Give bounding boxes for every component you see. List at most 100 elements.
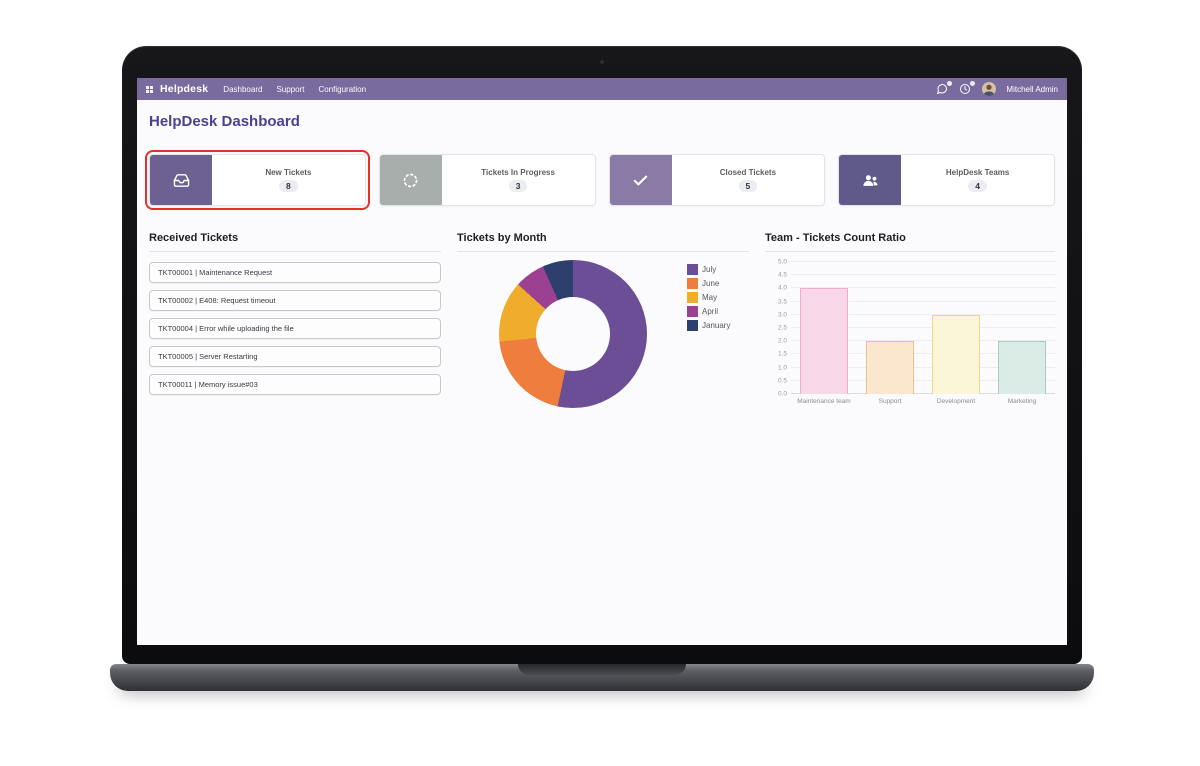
gridline [791, 261, 1055, 262]
main-menu: Dashboard Support Configuration [223, 85, 366, 94]
kpi-value: 3 [508, 180, 528, 192]
ticket-item[interactable]: TKT00005 | Server Restarting [149, 346, 441, 367]
laptop-notch [518, 664, 686, 675]
legend-label: May [702, 293, 718, 302]
systray: Mitchell Admin [936, 80, 1058, 96]
nav-configuration[interactable]: Configuration [318, 84, 367, 94]
y-tick-label: 3.0 [777, 311, 787, 319]
section-title: Received Tickets [149, 232, 441, 252]
y-tick-label: 5.0 [777, 258, 787, 266]
kpi-label: HelpDesk Teams [945, 168, 1010, 177]
legend-item[interactable]: July [687, 264, 730, 275]
kpi-card-helpdesk-teams[interactable]: HelpDesk Teams 4 [838, 154, 1055, 206]
kpi-card-body: HelpDesk Teams 4 [901, 155, 1054, 205]
gridline [791, 366, 1055, 368]
x-category-label: Marketing [1007, 398, 1037, 405]
ticket-item[interactable]: TKT00001 | Maintenance Request [149, 262, 441, 283]
gridline [791, 287, 1055, 289]
kpi-card-body: New Tickets 8 [212, 155, 365, 205]
app-brand[interactable]: Helpdesk [160, 83, 209, 95]
x-category-label: Support [878, 398, 902, 405]
y-tick-label: 4.5 [777, 271, 787, 279]
user-name[interactable]: Mitchell Admin [1006, 84, 1058, 94]
spinner-icon [379, 155, 442, 205]
kpi-value: 4 [968, 180, 987, 192]
nav-dashboard[interactable]: Dashboard [223, 84, 263, 94]
kpi-value: 8 [279, 180, 298, 192]
user-avatar[interactable] [982, 82, 997, 96]
check-icon [609, 155, 672, 205]
legend-item[interactable]: May [687, 292, 730, 303]
laptop-base [110, 664, 1094, 691]
team-ratio-section: Team - Tickets Count Ratio 0.0 0.5 1.0 1.5 2… [765, 232, 1055, 408]
kpi-card-in-progress[interactable]: Tickets In Progress 3 [378, 154, 596, 206]
legend-item[interactable]: June [687, 278, 730, 289]
top-navbar: Helpdesk Dashboard Support Configuration [137, 78, 1067, 100]
y-tick-label: 2.0 [777, 337, 787, 345]
webcam-dot [600, 60, 604, 64]
gridline [791, 300, 1055, 302]
bar-cell [791, 262, 857, 394]
kpi-card-body: Tickets In Progress 3 [442, 155, 595, 205]
kpi-label: Closed Tickets [719, 168, 777, 177]
legend-swatch [687, 320, 698, 331]
legend-label: July [702, 265, 717, 274]
apps-menu-icon[interactable] [146, 85, 153, 93]
kpi-card-closed-tickets[interactable]: Closed Tickets 5 [608, 154, 826, 206]
gridline [791, 393, 1055, 394]
bar-maintenance-team [799, 288, 849, 394]
legend-swatch [687, 264, 698, 275]
received-tickets-section: Received Tickets TKT00001 | Maintenance … [149, 232, 441, 408]
users-icon [839, 155, 902, 205]
legend-label: January [702, 321, 731, 330]
y-tick-label: 0.5 [777, 377, 787, 385]
kpi-card-body: Closed Tickets 5 [672, 155, 825, 205]
legend-swatch [687, 278, 698, 289]
gridline [791, 353, 1055, 355]
legend-label: June [702, 279, 720, 288]
bar-cell [857, 262, 923, 394]
activities-icon[interactable] [959, 80, 976, 96]
legend-item[interactable]: April [687, 306, 730, 317]
ticket-item[interactable]: TKT00004 | Error while uploading the fil… [149, 318, 441, 339]
bar-cell [989, 262, 1055, 394]
y-tick-label: 1.5 [777, 350, 787, 358]
page-title: HelpDesk Dashboard [149, 113, 300, 130]
ticket-item[interactable]: TKT00011 | Memory issue#03 [149, 374, 441, 395]
donut-legend: July June May April January [687, 264, 730, 408]
bar-development [931, 314, 981, 394]
legend-swatch [687, 306, 698, 317]
legend-item[interactable]: January [687, 320, 730, 331]
x-category-label: Maintenance team [797, 398, 851, 405]
bar-plot-area: 0.0 0.5 1.0 1.5 2.0 2.5 3.0 3.5 4.0 4.5 5.0 [778, 259, 1055, 398]
gridline [791, 340, 1055, 342]
y-tick-label: 4.0 [777, 284, 787, 292]
legend-swatch [687, 292, 698, 303]
kpi-card-new-tickets[interactable]: New Tickets 8 [145, 150, 370, 210]
bar-cell [923, 262, 989, 394]
messages-icon[interactable] [936, 80, 953, 96]
inbox-icon [150, 155, 212, 205]
gridline [791, 313, 1055, 315]
donut-chart-area: July June May April January [457, 260, 749, 408]
y-tick-label: 0.0 [777, 390, 787, 398]
nav-support[interactable]: Support [276, 84, 305, 94]
y-tick-label: 2.5 [777, 324, 787, 332]
section-title: Tickets by Month [457, 232, 749, 252]
messages-badge [947, 80, 953, 86]
bar-chart: 0.0 0.5 1.0 1.5 2.0 2.5 3.0 3.5 4.0 4.5 5.0 Mainte… [765, 259, 1055, 405]
legend-label: April [702, 307, 719, 316]
dashboard-sections: Received Tickets TKT00001 | Maintenance … [149, 232, 1055, 408]
ticket-item[interactable]: TKT00002 | E408: Request timeout [149, 290, 441, 311]
bars-row [791, 262, 1055, 394]
kpi-label: New Tickets [265, 168, 312, 177]
gridline [791, 274, 1055, 276]
app-window: Helpdesk Dashboard Support Configuration [137, 78, 1067, 645]
kpi-label: Tickets In Progress [481, 168, 555, 177]
dashboard-content: HelpDesk Dashboard New Tickets 8 [137, 113, 1067, 408]
x-category-label: Development [936, 398, 976, 405]
donut-chart [499, 260, 647, 408]
y-tick-label: 1.0 [777, 364, 787, 372]
ticket-list: TKT00001 | Maintenance Request TKT00002 … [149, 262, 441, 395]
